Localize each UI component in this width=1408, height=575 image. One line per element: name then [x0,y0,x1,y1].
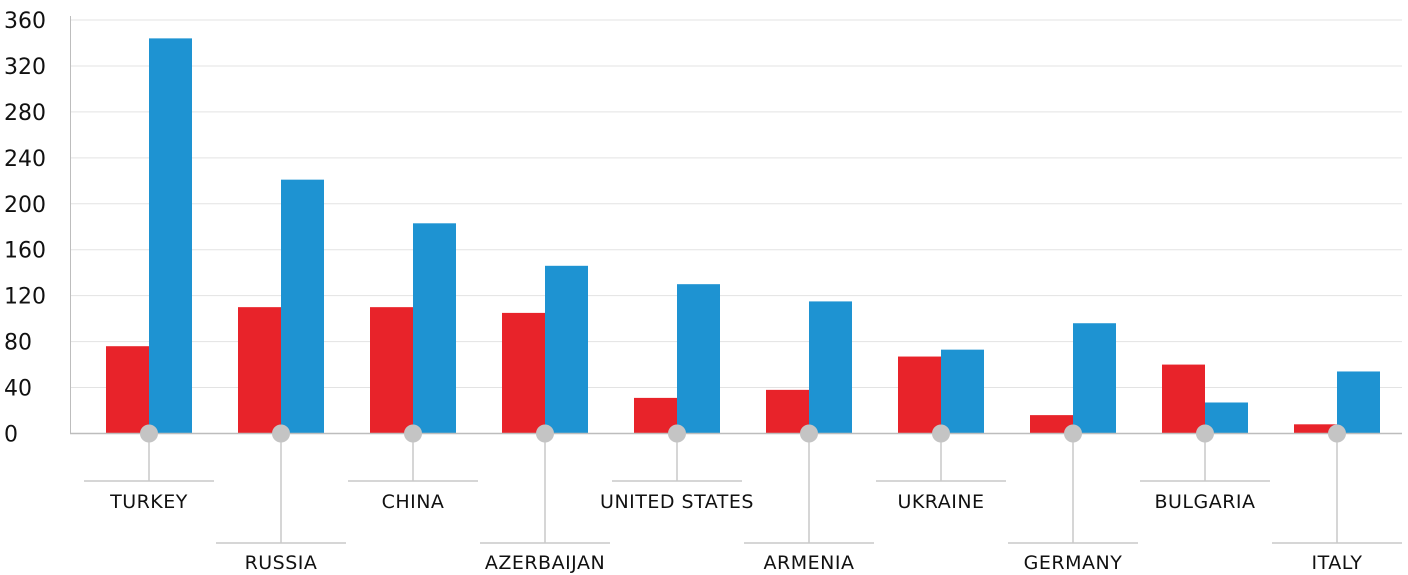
bar-series-red [766,389,809,434]
bar-series-red [634,397,677,434]
category-label: ARMENIA [764,552,855,574]
bar-series-red [1162,364,1205,434]
y-tick-label: 80 [4,331,32,356]
category-marker [272,424,290,443]
y-tick-label: 0 [4,423,18,448]
category-marker [1328,424,1346,443]
bar-series-blue [677,284,720,434]
category-label: UKRAINE [897,491,984,513]
category-marker [800,424,818,443]
y-tick-label: 160 [4,239,46,264]
bar-series-blue [941,349,984,434]
category-label: ITALY [1312,552,1363,574]
bar-series-red [898,356,941,434]
category-marker [1064,424,1082,443]
bar-series-red [502,312,545,434]
bar-series-red [106,346,149,434]
bar-series-blue [1073,323,1116,434]
bar-series-red [1294,424,1337,434]
y-tick-label: 320 [4,55,46,80]
category-labels: TURKEY RUSSIA CHINA AZERBAIJAN UNITED STATES… [84,424,1402,574]
bar-series-blue [149,38,192,434]
bar-series-blue [281,179,324,434]
category-label: AZERBAIJAN [485,552,605,574]
bar-series-blue [809,301,852,434]
bar-series-red [1030,415,1073,434]
y-axis: 0 40 80 120 160 200 240 280 320 360 [4,9,71,448]
y-tick-label: 280 [4,101,46,126]
category-label: CHINA [382,491,445,513]
category-marker [668,424,686,443]
category-marker [140,424,158,443]
bars [106,38,1380,434]
category-marker [536,424,554,443]
category-marker [932,424,950,443]
category-label: UNITED STATES [600,491,754,513]
y-tick-label: 240 [4,147,46,172]
bar-series-blue [545,265,588,434]
category-label: TURKEY [109,491,188,513]
y-tick-label: 120 [4,285,46,310]
category-label: RUSSIA [245,552,318,574]
bar-series-blue [1337,371,1380,434]
y-tick-label: 40 [4,377,32,402]
bar-series-red [370,307,413,434]
bar-series-red [238,307,281,434]
y-tick-label: 360 [4,9,46,34]
y-tick-label: 200 [4,193,46,218]
category-marker [1196,424,1214,443]
category-label: BULGARIA [1154,491,1255,513]
bar-series-blue [413,223,456,434]
category-marker [404,424,422,443]
category-label: GERMANY [1024,552,1123,574]
